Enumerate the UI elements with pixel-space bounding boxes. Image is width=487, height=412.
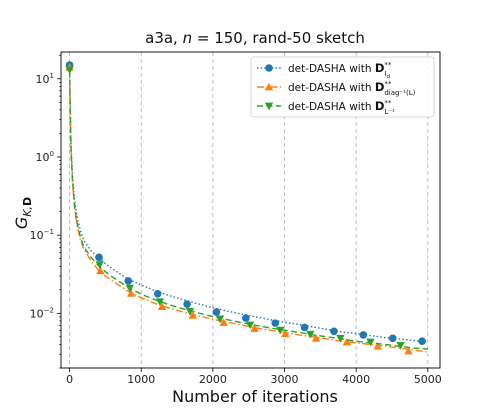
y-label-main: G <box>12 217 31 229</box>
chart-title: a3a, n = 150, rand-50 sketch <box>145 29 365 47</box>
legend-box <box>250 56 435 118</box>
data-point <box>300 323 309 332</box>
y-tick-label: 10−2 <box>30 306 54 320</box>
plot-frame <box>60 51 441 369</box>
data-point <box>219 318 228 327</box>
data-point <box>212 308 221 316</box>
legend-marker <box>264 82 274 91</box>
data-point <box>155 298 165 306</box>
data-point <box>185 308 195 316</box>
data-point <box>250 324 259 332</box>
y-tick-label: 101 <box>36 72 54 86</box>
data-point <box>306 330 315 339</box>
data-point <box>271 319 280 327</box>
data-point <box>388 334 397 343</box>
data-point <box>396 341 405 350</box>
data-point <box>366 338 375 347</box>
legend-marker <box>264 102 274 111</box>
x-tick-label: 3000 <box>271 373 299 386</box>
title-suffix: = 150, rand-50 sketch <box>192 29 365 47</box>
title-var: n <box>183 29 193 47</box>
data-point <box>65 66 74 75</box>
series-1 <box>65 61 428 346</box>
legend-item: det-DASHA with D** diag⁻¹(L) <box>257 80 416 97</box>
legend-label: det-DASHA with D** L⁻¹ <box>288 99 395 116</box>
data-point <box>96 266 105 275</box>
data-point <box>127 289 136 297</box>
data-point <box>183 300 191 308</box>
x-axis-label: Number of iterations <box>172 387 338 406</box>
legend-label: det-DASHA with D** diag⁻¹(L) <box>288 80 416 97</box>
x-tick-label: 5000 <box>414 373 442 386</box>
x-tick-label: 0 <box>66 373 73 386</box>
data-point <box>336 334 345 343</box>
data-point <box>342 337 352 346</box>
data-point <box>157 302 167 310</box>
series-layer <box>65 61 428 355</box>
data-point <box>215 315 225 324</box>
legend-item: det-DASHA with D** L⁻¹ <box>257 99 395 116</box>
series-3 <box>65 66 428 350</box>
data-point <box>125 284 134 293</box>
data-point <box>359 331 368 339</box>
x-tick-label: 1000 <box>127 373 155 386</box>
x-axis: 0 1000 2000 3000 4000 5000 <box>66 368 442 386</box>
legend-item: det-DASHA with D** Id <box>257 61 392 80</box>
data-point <box>404 346 413 355</box>
data-point <box>95 261 104 269</box>
data-point <box>276 326 285 335</box>
y-label-sub-italic: K, <box>21 206 34 217</box>
data-point <box>124 277 133 285</box>
data-point <box>418 337 426 346</box>
data-point <box>330 327 338 336</box>
legend-marker <box>265 64 273 72</box>
data-point <box>281 329 290 338</box>
x-tick-label: 2000 <box>199 373 227 386</box>
y-tick-label: 10−1 <box>30 228 54 242</box>
series-line <box>68 64 428 343</box>
data-point <box>95 253 103 262</box>
data-point <box>245 321 255 330</box>
data-point <box>188 311 198 319</box>
data-point <box>373 342 382 350</box>
x-tick-label: 4000 <box>342 373 370 386</box>
y-axis-label: GK,D <box>12 197 34 229</box>
data-point <box>242 314 250 322</box>
y-axis: 10−2 10−1 100 101 <box>30 54 61 369</box>
title-prefix: a3a, <box>145 29 182 47</box>
data-point <box>311 334 321 342</box>
y-tick-label: 100 <box>36 150 54 164</box>
y-label-sub-bold: D <box>21 197 34 206</box>
data-point <box>153 289 162 298</box>
legend-label: det-DASHA with D** Id <box>288 61 392 80</box>
